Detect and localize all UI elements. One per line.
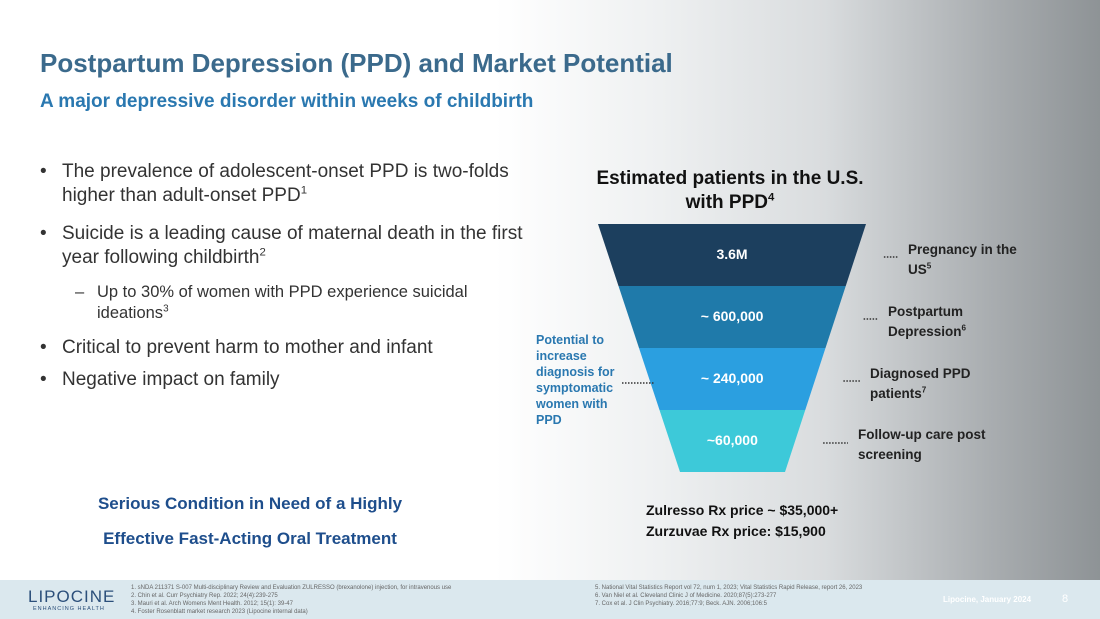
reference: 1. sNDA 211371 S-007 Multi-disciplinary …	[131, 585, 452, 591]
logo-tagline: ENHANCING HEALTH	[33, 606, 105, 612]
footnote: 4	[768, 191, 775, 204]
funnel-title-text: Estimated patients in the U.S. with PPD	[596, 168, 864, 213]
level-label: ~ 240,000	[700, 370, 764, 386]
bullet: Negative impact on family	[40, 368, 562, 392]
logo: LIPOCINE	[28, 587, 116, 606]
price: Zulresso Rx price ~ $35,000+	[646, 502, 839, 518]
bullet: Suicide is a leading cause of maternal d…	[40, 222, 562, 270]
bullet: Critical to prevent harm to mother and i…	[40, 336, 562, 360]
reference: 6. Van Niel et al. Cleveland Clinic J of…	[595, 593, 777, 599]
level-note: Diagnosed PPD patients7	[870, 364, 1010, 404]
reference: 2. Chin et al. Curr Psychiatry Rep. 2022…	[131, 593, 278, 599]
note-text: Follow-up care post screening	[858, 427, 986, 462]
bullet-text: Up to 30% of women with PPD experience s…	[97, 283, 468, 322]
footer-bar	[0, 580, 1100, 619]
reference: 5. National Vital Statistics Report vol …	[595, 585, 863, 591]
note-text: Pregnancy in the US	[908, 242, 1017, 277]
funnel-level	[639, 348, 826, 410]
callout: Serious Condition in Need of a Highly Ef…	[40, 486, 460, 556]
level-label: ~60,000	[706, 432, 758, 448]
footnote: 2	[259, 246, 266, 259]
callout-line: Effective Fast-Acting Oral Treatment	[103, 529, 397, 548]
reference: 3. Mauri et al. Arch Womens Ment Health.…	[131, 601, 293, 607]
title: Postpartum Depression (PPD) and Market P…	[40, 48, 673, 78]
subtitle: A major depressive disorder within weeks…	[40, 91, 534, 112]
funnel-level	[618, 286, 846, 348]
level-note: Follow-up care post screening	[858, 425, 1048, 465]
level-note: Postpartum Depression6	[888, 302, 998, 342]
note-text: Postpartum Depression	[888, 304, 964, 339]
funnel-level	[598, 224, 866, 286]
funnel	[598, 224, 898, 472]
reference: 7. Cox et al. J Clin Psychiatry. 2016;77…	[595, 601, 767, 607]
funnel-level	[659, 410, 806, 472]
bullet: The prevalence of adolescent-onset PPD i…	[40, 160, 562, 208]
level-note: Pregnancy in the US5	[908, 240, 1018, 280]
bullet-text: Negative impact on family	[62, 369, 280, 390]
note-text: Diagnosed PPD patients	[870, 366, 971, 401]
level-label: 3.6M	[716, 246, 748, 262]
company-date: Lipocine, January 2024	[943, 595, 1032, 604]
bullet-text: Critical to prevent harm to mother and i…	[62, 337, 433, 358]
reference: 4. Foster Rosenblatt market research 202…	[131, 609, 308, 615]
footnote: 5	[926, 261, 932, 271]
footnote: 3	[163, 303, 169, 315]
references: 5. National Vital Statistics Report vol …	[595, 584, 862, 608]
funnel-title: Estimated patients in the U.S. with PPD4	[585, 167, 875, 215]
footnote: 7	[921, 385, 927, 395]
page-number: 8	[1062, 593, 1069, 605]
bullet-text: The prevalence of adolescent-onset PPD i…	[62, 161, 509, 206]
bullet-text: Suicide is a leading cause of maternal d…	[62, 223, 523, 268]
level-label: ~ 600,000	[700, 308, 764, 324]
price: Zurzuvae Rx price: $15,900	[646, 523, 826, 539]
footnote: 6	[961, 323, 967, 333]
prices: Zulresso Rx price ~ $35,000+ Zurzuvae Rx…	[646, 500, 838, 542]
footnote: 1	[300, 184, 308, 197]
bullet: Up to 30% of women with PPD experience s…	[75, 282, 527, 324]
callout-line: Serious Condition in Need of a Highly	[97, 494, 403, 513]
references: 1. sNDA 211371 S-007 Multi-disciplinary …	[131, 584, 451, 616]
